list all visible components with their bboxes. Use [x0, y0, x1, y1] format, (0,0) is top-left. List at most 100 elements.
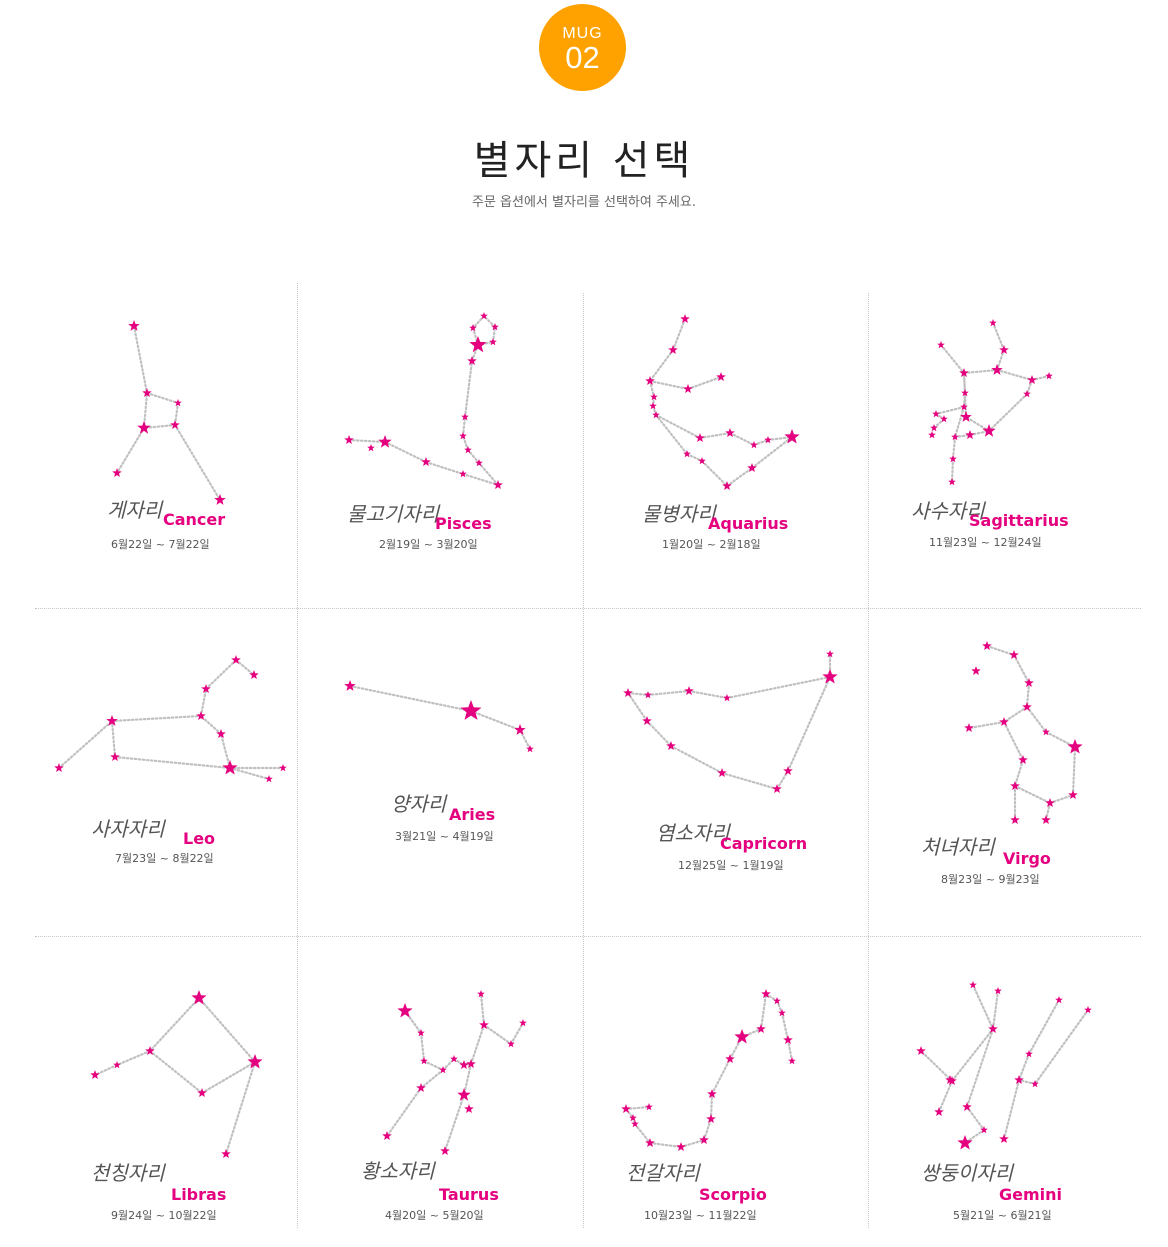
constellation-line	[1002, 720, 1025, 762]
star-icon	[683, 384, 693, 393]
star-icon	[642, 716, 652, 725]
constellation-card[interactable]: 처녀자리 Virgo 8월23일 ~ 9월23일	[869, 609, 1131, 919]
constellation-line	[461, 472, 500, 487]
constellation-line	[646, 689, 691, 697]
constellation-line	[110, 719, 117, 759]
star-icon	[1045, 798, 1055, 807]
star-icon	[999, 345, 1009, 354]
star-icon	[1025, 1050, 1033, 1058]
star-icon	[629, 1114, 637, 1122]
constellation-dates: 3월21일 ~ 4월19일	[395, 830, 494, 843]
star-icon	[1014, 1075, 1024, 1084]
star-icon	[764, 436, 772, 444]
star-icon	[960, 403, 968, 411]
constellation-line	[633, 1122, 652, 1145]
constellation-line	[197, 996, 257, 1064]
constellation-line	[347, 438, 387, 444]
constellation-card[interactable]: 양자리 Aries 3월21일 ~ 4월19일	[297, 609, 559, 919]
constellation-line	[728, 431, 756, 447]
constellation-card[interactable]: 천칭자리 Libras 9월24일 ~ 10월22일	[35, 937, 297, 1247]
constellation-line	[142, 391, 149, 430]
constellation-card[interactable]: 게자리 Cancer 6월22일 ~ 7월22일	[35, 283, 297, 593]
star-icon	[676, 1142, 686, 1151]
constellation-english-name: Capricorn	[720, 834, 808, 853]
star-icon	[493, 480, 503, 489]
star-icon	[464, 446, 472, 454]
star-icon	[826, 650, 834, 658]
constellation-line	[115, 426, 146, 475]
constellation-korean-name: 물고기자리	[347, 502, 439, 526]
constellation-english-name: Taurus	[439, 1185, 499, 1204]
constellation-diagram	[621, 989, 796, 1151]
grid-divider	[35, 936, 1141, 937]
star-icon	[1018, 755, 1028, 764]
star-icon	[1027, 375, 1037, 384]
constellation-line	[953, 405, 966, 439]
constellation-line	[469, 1023, 486, 1066]
constellation-korean-name: 처녀자리	[921, 835, 995, 859]
star-icon	[469, 324, 477, 332]
constellation-english-name: Cancer	[163, 510, 226, 529]
star-icon	[1009, 650, 1019, 659]
star-icon	[439, 1066, 447, 1074]
star-icon	[964, 723, 974, 732]
star-icon	[382, 1131, 392, 1140]
star-icon	[1010, 815, 1020, 824]
star-icon	[999, 1134, 1009, 1143]
constellation-line	[648, 348, 675, 383]
constellation-line	[113, 755, 232, 770]
constellation-line	[965, 1027, 995, 1109]
star-icon	[475, 459, 483, 467]
constellation-card[interactable]: 황소자리 Taurus 4월20일 ~ 5월20일	[297, 937, 559, 1247]
star-icon	[222, 760, 238, 775]
constellation-card[interactable]: 사수자리 Sagittarius 11월23일 ~ 12월24일	[869, 283, 1131, 593]
star-icon	[937, 341, 945, 349]
star-icon	[652, 411, 660, 419]
constellation-english-name: Sagittarius	[969, 511, 1069, 530]
star-icon	[491, 323, 499, 331]
constellation-card[interactable]: 전갈자리 Scorpio 10월23일 ~ 11월22일	[584, 937, 846, 1247]
star-icon	[464, 1104, 474, 1113]
star-icon	[145, 1046, 155, 1055]
constellation-line	[671, 317, 687, 352]
constellation-card[interactable]: 물고기자리 Pisces 2월19일 ~ 3월20일	[297, 283, 559, 593]
star-icon	[1023, 390, 1031, 398]
constellation-line	[1013, 758, 1025, 788]
constellation-line	[443, 1093, 466, 1153]
star-icon	[723, 694, 731, 702]
star-icon	[201, 684, 211, 693]
constellation-english-name: Gemini	[999, 1185, 1063, 1204]
constellation-line	[1002, 705, 1029, 724]
star-icon	[962, 1102, 972, 1111]
constellation-korean-name: 쌍둥이자리	[921, 1161, 1013, 1185]
constellation-dates: 9월24일 ~ 10월22일	[111, 1209, 217, 1222]
constellation-line	[971, 983, 995, 1031]
constellation-line	[626, 691, 649, 723]
constellation-english-name: Pisces	[435, 514, 492, 533]
constellation-card[interactable]: 사자자리 Leo 7월23일 ~ 8월22일	[35, 609, 297, 919]
star-icon	[644, 691, 652, 699]
constellation-dates: 4월20일 ~ 5월20일	[385, 1209, 484, 1222]
constellation-card[interactable]: 염소자리 Capricorn 12월25일 ~ 1월19일	[584, 609, 846, 919]
star-icon	[989, 319, 997, 327]
star-icon	[416, 1083, 426, 1092]
constellation-line	[991, 321, 1006, 352]
star-icon	[479, 1020, 489, 1029]
star-icon	[1084, 1006, 1092, 1014]
constellation-line	[422, 1059, 445, 1072]
constellation-english-name: Libras	[171, 1185, 227, 1204]
constellation-line	[142, 423, 177, 430]
star-icon	[761, 989, 771, 998]
constellation-card[interactable]: 물병자리 Aquarius 1월20일 ~ 2월18일	[584, 283, 846, 593]
star-icon	[519, 1019, 527, 1027]
star-icon	[417, 1029, 425, 1037]
constellation-line	[648, 379, 656, 399]
constellation-english-name: Aquarius	[708, 514, 789, 533]
star-icon	[822, 669, 838, 684]
star-icon	[459, 470, 467, 478]
constellation-card[interactable]: 쌍둥이자리 Gemini 5월21일 ~ 6월21일	[869, 937, 1131, 1247]
star-icon	[142, 388, 152, 397]
constellation-line	[962, 368, 999, 375]
constellation-line	[700, 459, 729, 488]
star-icon	[961, 389, 969, 397]
